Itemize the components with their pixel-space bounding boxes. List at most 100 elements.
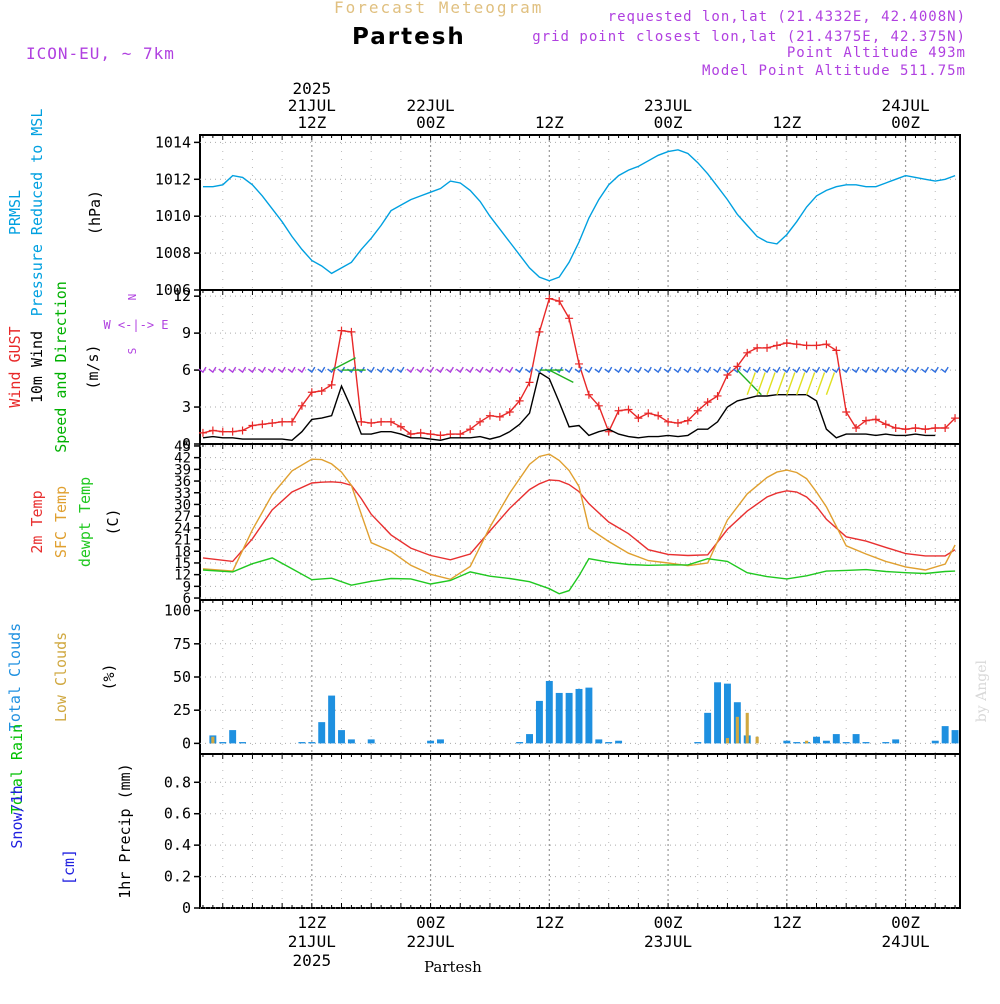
gust-marker — [842, 407, 851, 416]
gust-marker — [782, 338, 791, 347]
wind-arrow — [831, 366, 840, 374]
cloud-bar — [211, 736, 215, 744]
gust-marker — [297, 401, 306, 410]
series-line-1 — [202, 371, 936, 442]
gust-marker — [555, 297, 564, 306]
panel-label: (C) — [104, 508, 122, 535]
cloud-bar — [427, 740, 435, 744]
cloud-bar — [694, 742, 702, 744]
gust-marker — [673, 419, 682, 428]
cloud-bar — [725, 738, 730, 744]
bottom-time-label: 21JUL — [288, 932, 336, 951]
gust-marker — [852, 423, 861, 432]
gust-marker — [792, 340, 801, 349]
gust-marker — [931, 423, 940, 432]
cloud-bar — [882, 742, 890, 744]
panel-0: 1006 1008 1010 1012 1014 PRMSL Pressure Reduce… — [6, 109, 961, 316]
gust-marker — [416, 428, 425, 437]
gust-marker — [198, 428, 207, 437]
gust-marker — [634, 414, 643, 423]
bottom-time-label: 12Z — [772, 913, 801, 932]
wind-arrow — [277, 366, 286, 374]
y-tick-label: 0 — [182, 435, 191, 453]
cloud-bar — [239, 742, 247, 744]
panel-label: PRMSL — [6, 190, 24, 235]
y-tick-label: 1006 — [155, 281, 191, 299]
y-tick-label: 39 — [174, 462, 191, 478]
wind-arrow — [673, 366, 682, 374]
wind-arrow — [604, 366, 613, 374]
gust-marker — [881, 420, 890, 429]
y-tick-label: 21 — [174, 533, 191, 549]
y-tick-label: 0.8 — [164, 773, 191, 791]
wind-arrow — [584, 366, 593, 374]
panel-label: Wind GUST — [6, 326, 24, 407]
top-time-label: 22JUL — [406, 96, 454, 115]
panel-label: Snow/1h — [8, 785, 26, 848]
panel-label: 2m Temp — [28, 490, 46, 553]
panel-label: 10m Wind — [28, 331, 46, 403]
wind-arrow — [683, 366, 692, 374]
gust-marker — [495, 412, 504, 421]
y-tick-label: 30 — [174, 497, 191, 513]
gust-marker — [664, 417, 673, 426]
wind-arrow — [772, 366, 781, 374]
bottom-time-label: 00Z — [654, 913, 683, 932]
series-line-2 — [202, 557, 956, 595]
wind-arrow — [663, 366, 672, 374]
gust-marker — [763, 343, 772, 352]
cloud-bar — [219, 742, 227, 744]
gust-marker — [624, 405, 633, 414]
y-tick-label: 0.2 — [164, 868, 191, 886]
cloud-bar — [229, 730, 237, 744]
bottom-time-label: 23JUL — [644, 932, 692, 951]
wind-arrow — [337, 366, 346, 374]
gust-marker — [337, 326, 346, 335]
top-time-label: 21JUL — [288, 96, 336, 115]
top-time-label: 12Z — [535, 113, 564, 132]
cloud-bar — [545, 680, 553, 744]
gust-marker — [476, 417, 485, 426]
cloud-bar — [437, 739, 444, 744]
gust-marker — [871, 415, 880, 424]
y-tick-label: 0 — [182, 734, 191, 752]
gust-marker — [584, 390, 593, 399]
panel-frame — [199, 134, 961, 291]
y-tick-label: 0.6 — [164, 805, 191, 823]
wind-arrow — [940, 366, 949, 374]
wind-arrow — [455, 366, 464, 374]
wind-arrow — [703, 366, 712, 374]
wind-arrow — [732, 366, 741, 374]
wind-arrow — [713, 366, 722, 374]
gust-marker — [951, 414, 960, 423]
wind-arrow — [792, 366, 801, 374]
cloud-bar — [842, 742, 850, 744]
wind-arrow — [901, 366, 910, 374]
cloud-bar — [892, 739, 900, 744]
gust-marker — [436, 431, 445, 440]
y-tick-label: 1008 — [155, 244, 191, 262]
gust-marker — [743, 348, 752, 357]
y-tick-label: 1014 — [155, 133, 191, 151]
gust-marker — [307, 388, 316, 397]
model-label: ICON-EU, ~ 7km — [26, 44, 175, 63]
gust-marker — [614, 406, 623, 415]
bottom-time-label: 2025 — [293, 951, 332, 970]
wind-arrow — [564, 366, 573, 374]
panel-label: (hPa) — [86, 190, 104, 235]
bottom-time-label: 12Z — [535, 913, 564, 932]
panel-frame — [199, 443, 961, 601]
y-tick-label: 45 — [174, 439, 191, 455]
wind-arrow — [930, 366, 939, 374]
y-tick-label: 36 — [174, 474, 191, 490]
gust-marker — [901, 425, 910, 434]
gust-marker — [713, 391, 722, 400]
y-tick-label: 50 — [173, 668, 191, 686]
wind-arrow — [762, 366, 771, 374]
wind-arrow — [594, 366, 603, 374]
wind-arrow — [633, 366, 642, 374]
gust-marker — [703, 398, 712, 407]
y-tick-label: 18 — [174, 544, 191, 560]
gust-marker — [268, 419, 277, 428]
bottom-time-label: 12Z — [297, 913, 326, 932]
